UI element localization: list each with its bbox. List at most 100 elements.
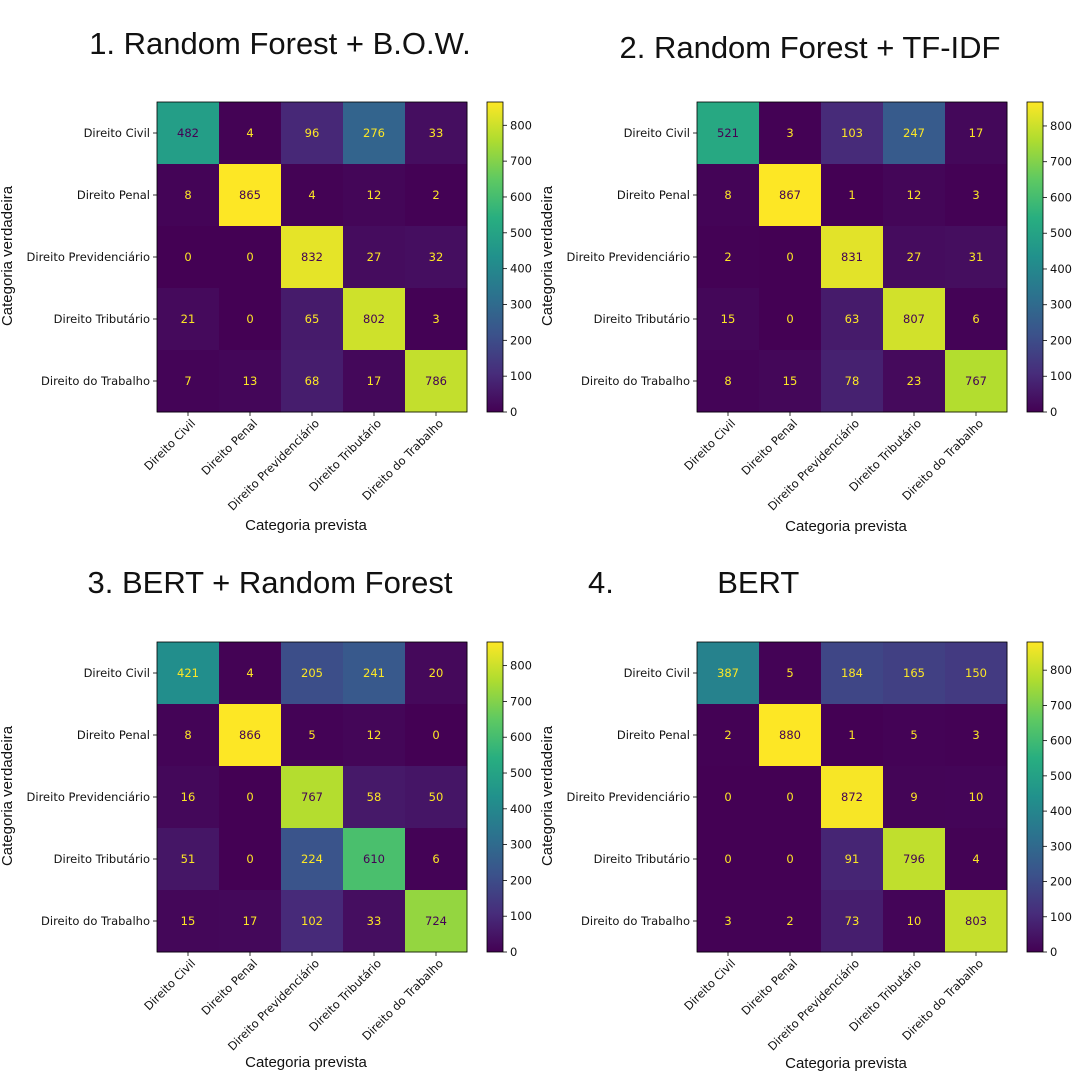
heatmap-cell [821, 642, 884, 705]
cell-value-label: 880 [779, 728, 801, 742]
heatmap-cell [945, 288, 1008, 351]
y-tick-label: Direito Penal [617, 188, 690, 202]
heatmap-cell [157, 642, 220, 705]
cell-value-label: 0 [724, 790, 731, 804]
colorbar-frame [1026, 101, 1044, 413]
heatmap-cell [821, 828, 884, 891]
cell-value-label: 807 [903, 312, 925, 326]
heatmap-cell [157, 350, 220, 413]
colorbar-tick-label: 800 [1050, 119, 1072, 133]
x-tick-label: Direito Civil [141, 416, 198, 473]
cell-value-label: 610 [363, 852, 385, 866]
heatmap-cell [343, 164, 406, 227]
cell-value-label: 15 [721, 312, 736, 326]
colorbar-tick-label: 700 [1050, 698, 1072, 712]
heatmap-cell [945, 226, 1008, 289]
cell-value-label: 482 [177, 126, 199, 140]
y-axis-label: Categoria verdadeira [539, 725, 556, 866]
colorbar-tick-label: 700 [1050, 155, 1072, 169]
colorbar-tick-label: 500 [510, 766, 532, 780]
heatmap-cell [281, 828, 344, 891]
heatmap-cell [343, 704, 406, 767]
heatmap-cell [759, 890, 822, 953]
cell-value-label: 796 [903, 852, 925, 866]
cell-value-label: 0 [786, 852, 793, 866]
heatmap-cell [219, 890, 282, 953]
colorbar-frame [1026, 641, 1044, 953]
cell-value-label: 103 [841, 126, 863, 140]
heatmap-cell [697, 226, 760, 289]
heatmap-cell [883, 102, 946, 165]
heatmap-cell [945, 642, 1008, 705]
cell-value-label: 21 [181, 312, 196, 326]
heatmap-cell [759, 102, 822, 165]
heatmap-cell [821, 704, 884, 767]
y-tick-label: Direito Previdenciário [567, 790, 690, 804]
colorbar-tick-label: 100 [1050, 910, 1072, 924]
colorbar [1027, 642, 1043, 952]
x-axis-label: Categoria prevista [245, 517, 367, 534]
cell-value-label: 3 [786, 126, 793, 140]
y-tick-label: Direito do Trabalho [581, 914, 690, 928]
colorbar-tick-label: 300 [510, 297, 532, 311]
heatmap-cell [821, 890, 884, 953]
panel-1-title: 1. Random Forest + B.O.W. [89, 26, 471, 61]
heatmap-cell [219, 164, 282, 227]
colorbar-tick-label: 500 [510, 226, 532, 240]
heatmap-cell [157, 704, 220, 767]
heatmap-cell [343, 890, 406, 953]
heatmap-cell [697, 890, 760, 953]
cell-value-label: 65 [305, 312, 320, 326]
heatmap-cell [343, 828, 406, 891]
heatmap-cell [945, 350, 1008, 413]
cell-value-label: 17 [969, 126, 984, 140]
cell-value-label: 1 [848, 728, 855, 742]
cell-value-label: 247 [903, 126, 925, 140]
cell-value-label: 10 [907, 914, 922, 928]
y-tick-label: Direito Penal [77, 188, 150, 202]
heatmap-cell [883, 226, 946, 289]
heatmap-cell [759, 164, 822, 227]
cell-value-label: 0 [246, 312, 253, 326]
cell-value-label: 7 [184, 374, 191, 388]
y-tick-label: Direito Tributário [54, 312, 150, 326]
cell-value-label: 50 [429, 790, 444, 804]
heatmap-cell [821, 164, 884, 227]
heatmap-cell [697, 288, 760, 351]
cell-value-label: 224 [301, 852, 323, 866]
cell-value-label: 241 [363, 666, 385, 680]
cell-value-label: 767 [301, 790, 323, 804]
cell-value-label: 1 [848, 188, 855, 202]
y-tick-label: Direito Tributário [594, 312, 690, 326]
heatmap-cell [405, 828, 468, 891]
cell-value-label: 33 [367, 914, 382, 928]
heatmap-cell [945, 766, 1008, 829]
colorbar-tick-label: 300 [1050, 839, 1072, 853]
cell-value-label: 786 [425, 374, 447, 388]
cell-value-label: 387 [717, 666, 739, 680]
cell-value-label: 12 [367, 188, 382, 202]
heatmap-cell [281, 766, 344, 829]
cell-value-label: 17 [367, 374, 382, 388]
cell-value-label: 767 [965, 374, 987, 388]
heatmap-cell [219, 766, 282, 829]
heatmap-cell [405, 890, 468, 953]
cell-value-label: 866 [239, 728, 261, 742]
cell-value-label: 20 [429, 666, 444, 680]
heatmap-cell [157, 828, 220, 891]
heatmap-cell [281, 102, 344, 165]
cell-value-label: 3 [432, 312, 439, 326]
heatmap-cell [405, 164, 468, 227]
heatmap-cell [157, 288, 220, 351]
y-tick-label: Direito Penal [77, 728, 150, 742]
heatmap-cell [697, 164, 760, 227]
colorbar-tick-label: 300 [510, 838, 532, 852]
cell-value-label: 865 [239, 188, 261, 202]
heatmap-cell [821, 288, 884, 351]
heatmap-cell [343, 766, 406, 829]
cell-value-label: 58 [367, 790, 382, 804]
x-tick-label: Direito Penal [739, 416, 801, 478]
cell-value-label: 27 [907, 250, 922, 264]
